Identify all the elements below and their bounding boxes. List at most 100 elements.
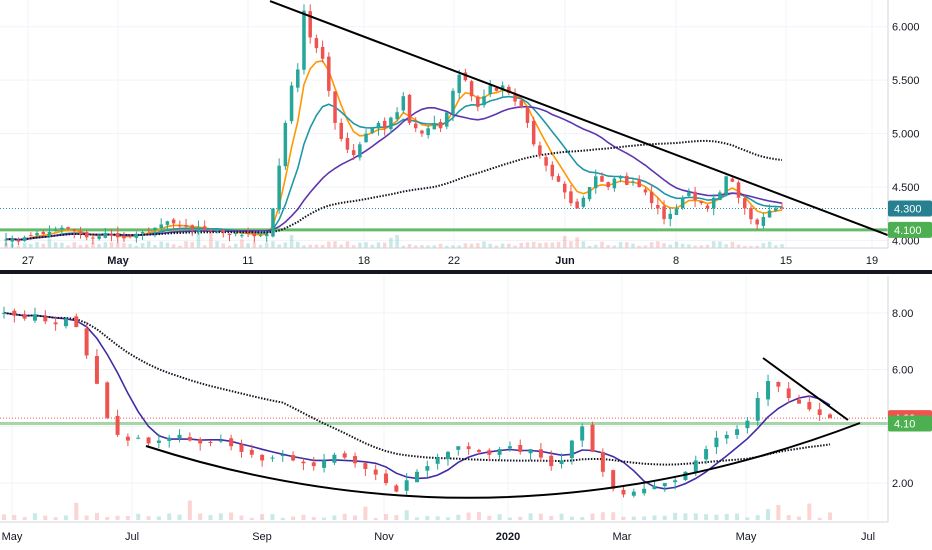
x-tick-label: 19 (866, 255, 878, 267)
volume-bar (590, 513, 595, 520)
bottom-x-ticks: May Jul Sep Nov 2020 Mar May Jul (2, 531, 875, 543)
volume-bar (559, 513, 564, 520)
volume-bar (550, 242, 555, 248)
volume-bar (320, 245, 325, 248)
volume-bar (240, 239, 244, 248)
volume-bar (373, 517, 378, 520)
candle-body (22, 314, 27, 319)
volume-bar (549, 515, 554, 520)
candle-body (115, 233, 120, 238)
volume-bar (724, 244, 728, 248)
volume-bar (807, 503, 812, 520)
y-tick-label: 8.00 (892, 308, 913, 320)
candle-body (208, 441, 213, 443)
candle-body (476, 449, 481, 452)
candle-body (625, 175, 629, 185)
candle-body (714, 437, 719, 448)
candle-body (277, 165, 281, 210)
volume-bar (63, 515, 68, 520)
candle-body (4, 239, 8, 241)
volume-bar (29, 243, 33, 248)
volume-bar (32, 513, 37, 520)
candle-body (612, 178, 617, 189)
candle-body (91, 237, 95, 239)
volume-bar (828, 512, 832, 520)
candle-body (457, 74, 461, 93)
candle-body (611, 470, 616, 489)
volume-bar (122, 243, 126, 248)
volume-bar (469, 243, 474, 248)
candle-body (373, 469, 378, 475)
volume-bar (376, 242, 381, 248)
bottom-y-ticks: 8.006.004.002.00 (892, 308, 913, 490)
candle-body (302, 10, 306, 70)
candle-body (94, 356, 99, 384)
candle-body (519, 100, 524, 107)
candle-body (687, 192, 691, 196)
volume-bar (363, 506, 368, 520)
bottom-volume (2, 500, 832, 520)
y-tick-label: 6.00 (892, 365, 913, 377)
volume-bar (776, 504, 781, 520)
volume-bar (22, 242, 27, 248)
y-tick-label: 2.00 (892, 478, 913, 490)
volume-bar (656, 241, 660, 248)
volume-bar (84, 244, 89, 248)
candle-body (674, 208, 679, 215)
candle-body (246, 232, 250, 235)
volume-bar (308, 244, 312, 248)
volume-bar (482, 241, 486, 248)
volume-bar (745, 517, 750, 520)
volume-bar (494, 245, 499, 248)
candle-body (693, 460, 698, 473)
volume-bar (221, 243, 226, 248)
x-tick-label: Sep (252, 531, 272, 543)
volume-bar (674, 241, 679, 248)
volume-bar (94, 513, 99, 520)
volume-bar (780, 244, 784, 248)
candle-body (78, 231, 83, 235)
volume-bar (301, 514, 306, 520)
candle-body (476, 96, 480, 107)
volume-bar (280, 517, 285, 520)
volume-bar (233, 243, 238, 248)
candle-body (289, 85, 294, 122)
volume-bar (249, 517, 254, 520)
volume-bar (171, 244, 176, 248)
candle-body (743, 198, 747, 209)
candle-body (74, 316, 79, 328)
volume-bar (103, 242, 108, 248)
volume-bar (404, 510, 409, 520)
volume-bar (562, 236, 567, 248)
candle-body (420, 130, 424, 134)
candle-body (699, 201, 704, 204)
panel-separator[interactable] (0, 270, 932, 274)
x-tick-label: Nov (374, 531, 394, 543)
candle-body (730, 178, 735, 182)
candle-body (190, 225, 194, 229)
volume-bar (425, 515, 430, 520)
candle-body (136, 437, 141, 439)
volume-bar (749, 245, 753, 248)
volume-bar (612, 245, 617, 248)
candle-body (673, 480, 678, 483)
candle-body (774, 208, 778, 211)
candle-body (432, 122, 437, 130)
candle-body (518, 445, 523, 452)
volume-bar (507, 517, 512, 520)
volume-bar (345, 241, 350, 248)
candle-body (590, 424, 595, 452)
top-panel: 6.000 5.500 5.000 4.500 4.000 4.300 4.100 27 M… (0, 0, 932, 267)
candle-body (29, 235, 33, 237)
candle-body (767, 210, 772, 218)
volume-bar (631, 516, 636, 520)
top-volume (4, 231, 784, 248)
x-tick-label: Jun (555, 255, 575, 267)
candle-body (72, 229, 77, 231)
candle-body (314, 38, 319, 49)
volume-bar (500, 243, 505, 248)
volume-bar (687, 244, 691, 248)
candle-body (662, 483, 667, 487)
volume-bar (420, 244, 424, 248)
volume-bar (159, 241, 163, 248)
